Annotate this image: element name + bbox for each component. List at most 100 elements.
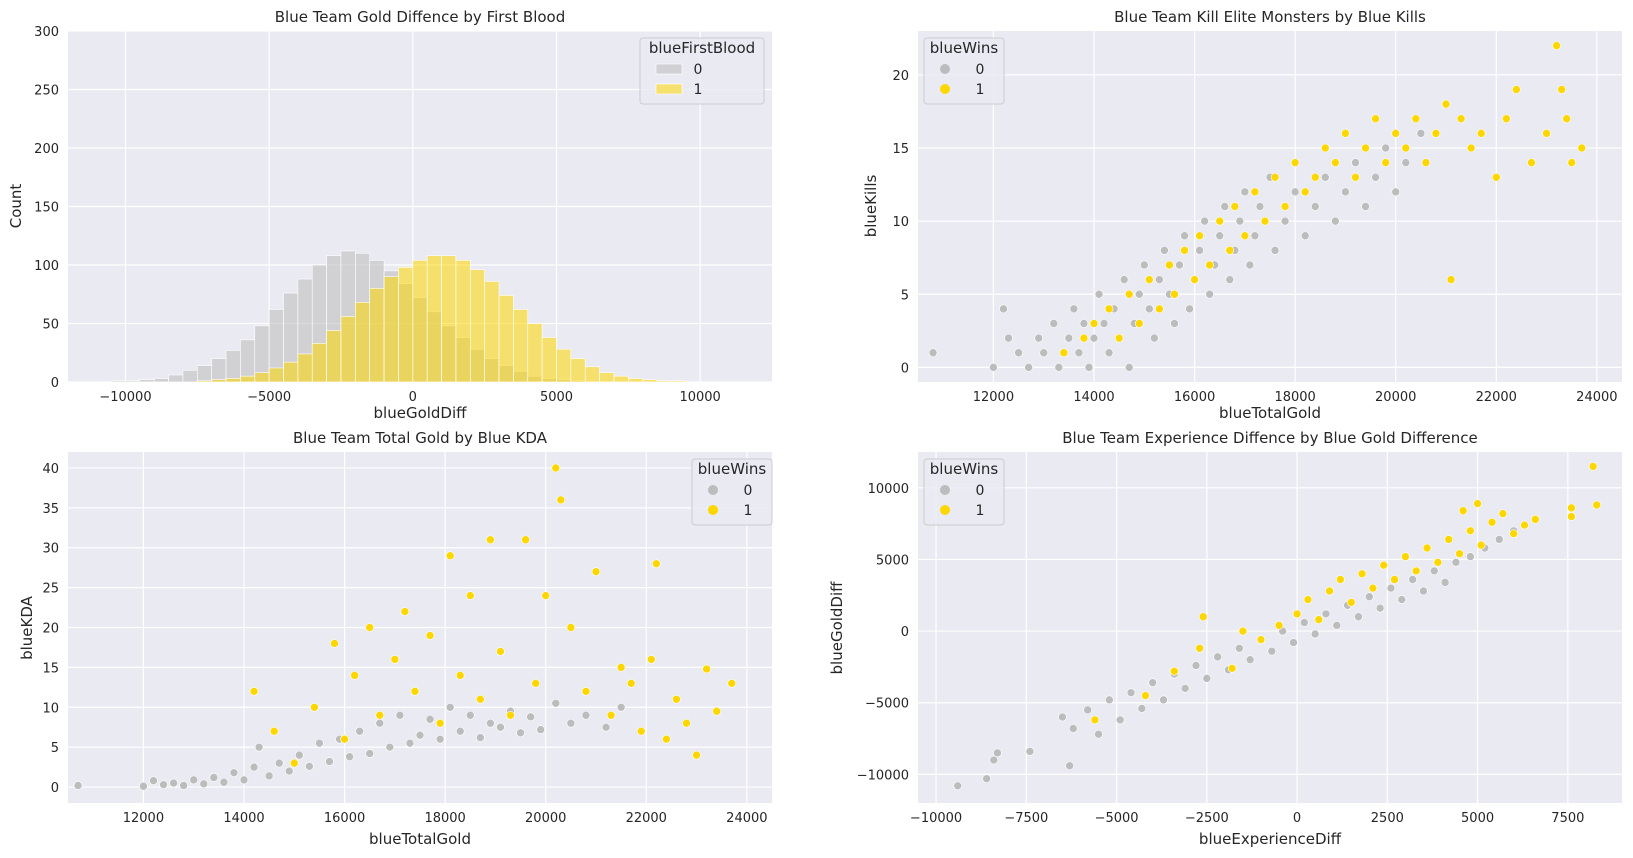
exp-point-0 bbox=[1105, 695, 1114, 705]
kills-point-1 bbox=[1165, 260, 1174, 270]
kills-point-0 bbox=[1220, 202, 1230, 211]
exp-point-1 bbox=[1292, 609, 1302, 619]
exp-point-0 bbox=[1159, 695, 1168, 705]
kda-point-1 bbox=[591, 567, 601, 576]
kda-point-0 bbox=[536, 725, 545, 734]
hist-bar-0 bbox=[182, 369, 198, 383]
kills-point-0 bbox=[1024, 363, 1033, 372]
exp-point-1 bbox=[1195, 643, 1204, 653]
exp-title: Blue Team Experience Diffence by Blue Go… bbox=[1062, 429, 1478, 447]
kills-ytick-label: 10 bbox=[892, 215, 909, 230]
hist-bar-1 bbox=[326, 330, 342, 383]
kda-point-0 bbox=[601, 722, 611, 732]
hist-bar-1 bbox=[642, 379, 658, 383]
exp-point-0 bbox=[1025, 747, 1035, 756]
hist-xtick-label: −5000 bbox=[247, 390, 291, 405]
kills-plot-area bbox=[918, 31, 1622, 382]
hist-bar-1 bbox=[613, 375, 629, 383]
kda-point-0 bbox=[355, 726, 364, 736]
kda-point-0 bbox=[315, 738, 324, 748]
kills-point-1 bbox=[1527, 158, 1536, 167]
hist-bar-1 bbox=[628, 378, 643, 383]
kills-point-0 bbox=[1300, 231, 1310, 241]
kda-point-0 bbox=[219, 777, 229, 787]
kills-point-0 bbox=[1391, 187, 1401, 197]
kda-point-1 bbox=[672, 694, 681, 704]
kda-point-0 bbox=[249, 762, 259, 772]
hist-bar-1 bbox=[369, 288, 385, 383]
hist-legend-label-1: 1 bbox=[694, 82, 703, 98]
kda-point-1 bbox=[465, 591, 475, 600]
kills-point-1 bbox=[1059, 348, 1069, 358]
kills-point-0 bbox=[928, 348, 938, 358]
kda-legend-swatch-0 bbox=[708, 485, 718, 495]
hist-bar-1 bbox=[441, 255, 457, 383]
kda-xtick-label: 14000 bbox=[223, 811, 264, 826]
hist-bar-0 bbox=[125, 380, 141, 383]
hist-bar-1 bbox=[254, 372, 270, 383]
kda-point-1 bbox=[350, 671, 359, 680]
kills-point-0 bbox=[1054, 363, 1064, 372]
hist-ytick-label: 0 bbox=[51, 376, 59, 391]
kda-point-1 bbox=[365, 623, 375, 632]
kills-point-0 bbox=[1139, 260, 1149, 270]
kda-point-1 bbox=[425, 631, 435, 640]
kills-point-1 bbox=[1180, 246, 1189, 255]
kills-legend-label-0: 0 bbox=[976, 62, 985, 78]
kda-ytick-label: 0 bbox=[51, 781, 59, 796]
exp-legend-label-1: 1 bbox=[976, 503, 985, 519]
kda-point-1 bbox=[566, 623, 576, 632]
kills-point-0 bbox=[1064, 333, 1074, 343]
hist-bar-0 bbox=[139, 379, 155, 383]
kills-point-1 bbox=[1260, 216, 1270, 226]
kills-point-0 bbox=[1150, 333, 1159, 343]
exp-point-1 bbox=[1444, 535, 1454, 544]
kills-point-0 bbox=[1381, 143, 1390, 153]
hist-bar-1 bbox=[455, 260, 471, 383]
kda-point-1 bbox=[551, 463, 561, 473]
kills-point-0 bbox=[1416, 129, 1426, 138]
kills-point-1 bbox=[1361, 143, 1370, 153]
kills-point-1 bbox=[1230, 202, 1240, 211]
hist-xtick-label: 10000 bbox=[679, 390, 720, 405]
kda-point-0 bbox=[325, 757, 334, 766]
kda-legend: blueWins 0 1 bbox=[691, 458, 773, 526]
kills-ytick-label: 0 bbox=[901, 361, 909, 376]
kills-point-0 bbox=[1341, 187, 1350, 197]
kda-point-0 bbox=[435, 734, 445, 744]
exp-xtick-label: 5000 bbox=[1461, 811, 1494, 826]
kills-point-0 bbox=[1004, 333, 1013, 343]
kills-point-0 bbox=[1074, 348, 1084, 358]
exp-point-1 bbox=[1256, 635, 1266, 644]
kills-xtick-label: 20000 bbox=[1375, 390, 1416, 405]
kda-point-0 bbox=[179, 781, 188, 790]
exp-point-0 bbox=[1245, 655, 1255, 665]
kills-point-1 bbox=[1300, 187, 1310, 197]
exp-point-1 bbox=[1238, 626, 1248, 636]
kills-point-0 bbox=[1215, 231, 1225, 241]
kda-point-1 bbox=[521, 535, 530, 545]
kills-point-1 bbox=[1401, 143, 1411, 153]
exp-point-1 bbox=[1170, 666, 1179, 676]
hist-bar-1 bbox=[225, 378, 241, 383]
kda-point-0 bbox=[455, 726, 465, 736]
exp-point-0 bbox=[1364, 592, 1374, 601]
kills-point-1 bbox=[1502, 114, 1511, 124]
kda-point-1 bbox=[390, 655, 400, 664]
exp-point-0 bbox=[1299, 618, 1309, 627]
kda-point-0 bbox=[365, 749, 375, 758]
exp-point-0 bbox=[1332, 621, 1342, 630]
kills-point-1 bbox=[1542, 129, 1551, 138]
exp-point-1 bbox=[1520, 520, 1529, 530]
exp-ytick-label: 5000 bbox=[876, 553, 909, 568]
kda-title: Blue Team Total Gold by Blue KDA bbox=[293, 429, 548, 447]
kda-point-0 bbox=[345, 752, 354, 762]
kills-point-1 bbox=[1331, 158, 1340, 167]
exp-point-1 bbox=[1325, 586, 1334, 596]
kda-point-0 bbox=[189, 775, 199, 785]
hist-bar-1 bbox=[513, 309, 529, 383]
kda-point-1 bbox=[249, 687, 259, 696]
kda-point-0 bbox=[295, 750, 304, 760]
exp-xlabel: blueExperienceDiff bbox=[1199, 830, 1342, 848]
